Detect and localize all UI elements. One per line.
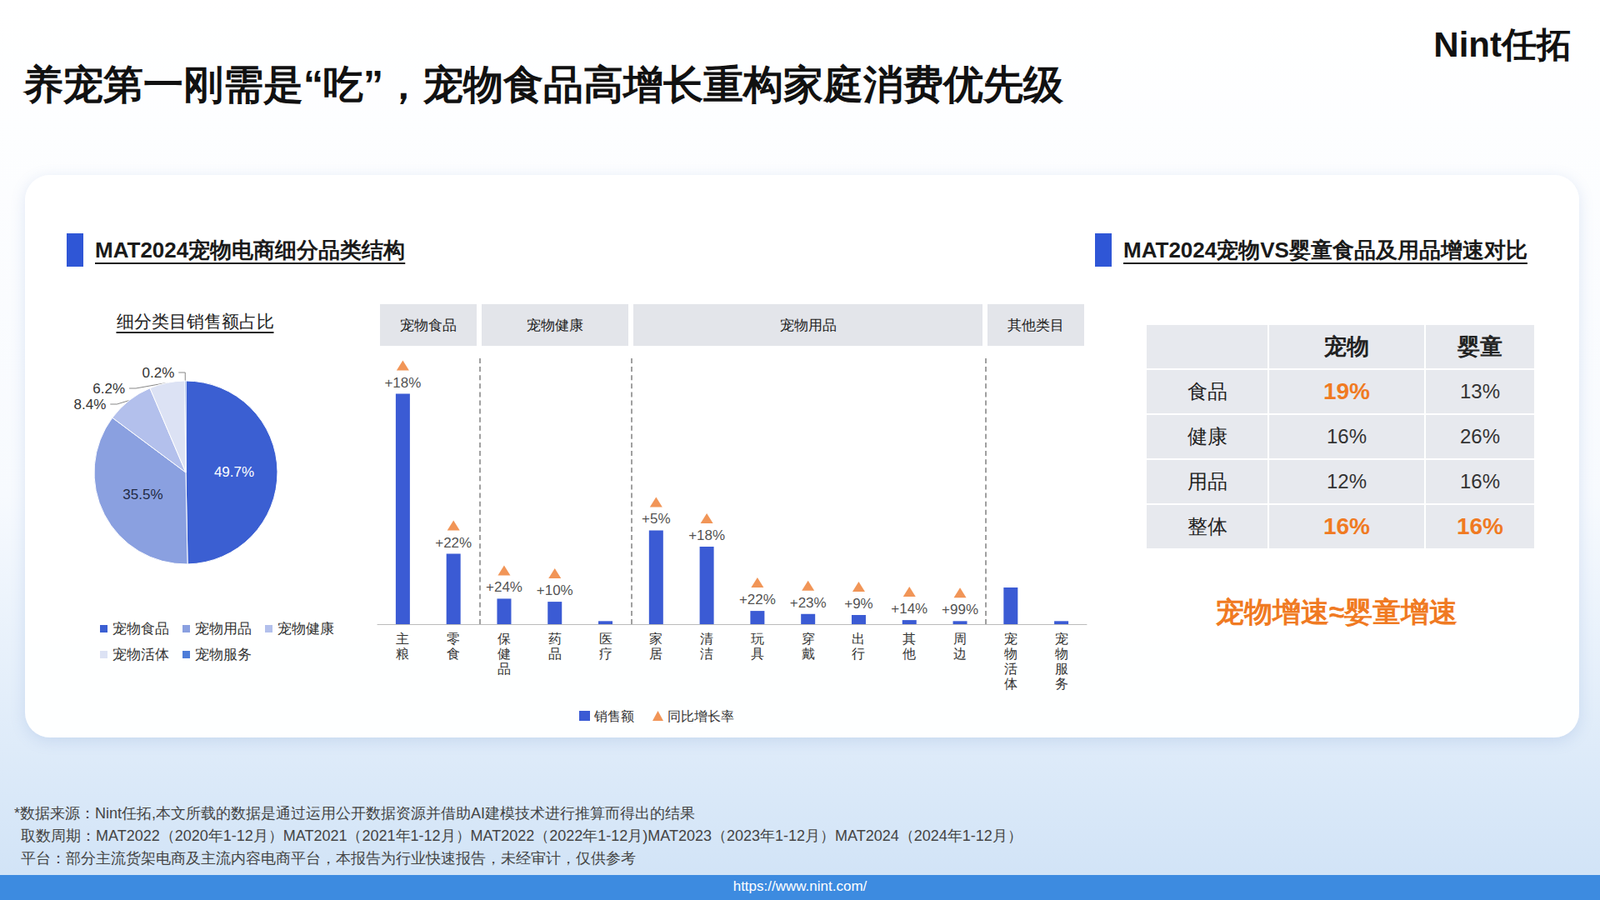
svg-text:35.5%: 35.5%	[122, 486, 163, 503]
svg-text:食: 食	[446, 646, 460, 661]
html-text:MAT2024宠物电商细分品类结构: MAT2024宠物电商细分品类结构	[95, 237, 406, 263]
svg-text:行: 行	[851, 646, 865, 661]
svg-text:零: 零	[446, 631, 460, 646]
html-text:婴童: 婴童	[1457, 334, 1503, 360]
html-text:19%: 19%	[1323, 378, 1370, 405]
svg-text:+14%: +14%	[890, 600, 928, 617]
html-text:整体: 整体	[1187, 515, 1228, 538]
svg-text:+24%: +24%	[485, 579, 523, 595]
svg-text:+22%: +22%	[435, 535, 472, 551]
svg-text:其: 其	[902, 631, 916, 646]
svg-text:49.7%: 49.7%	[214, 464, 255, 480]
svg-text:药: 药	[548, 631, 562, 646]
svg-text:务: 务	[1055, 676, 1069, 691]
html-text:宠物增速≈婴童增速: 宠物增速≈婴童增速	[1215, 595, 1458, 628]
html-text:16%: 16%	[1460, 470, 1500, 493]
svg-text:家: 家	[649, 631, 663, 646]
svg-text:穿: 穿	[801, 631, 815, 646]
svg-text:主: 主	[395, 631, 410, 646]
svg-text:宠物活体: 宠物活体	[112, 646, 170, 663]
svg-text:同比增长率: 同比增长率	[667, 709, 735, 724]
svg-text:医: 医	[599, 631, 613, 646]
html-text:健康: 健康	[1187, 425, 1228, 448]
html-text:13%: 13%	[1460, 380, 1500, 403]
svg-text:宠物食品: 宠物食品	[112, 620, 170, 637]
svg-text:具: 具	[750, 646, 765, 661]
svg-text:周: 周	[953, 631, 967, 646]
svg-text:疗: 疗	[599, 646, 613, 661]
html-text:其他类目: 其他类目	[1007, 317, 1065, 333]
svg-text:宠物服务: 宠物服务	[195, 646, 252, 663]
svg-text:物: 物	[1055, 646, 1069, 661]
html-text:16%: 16%	[1323, 513, 1370, 540]
svg-text:他: 他	[902, 646, 916, 661]
html-text:养宠第一刚需是“吃”，宠物食品高增长重构家庭消费优先级: 养宠第一刚需是“吃”，宠物食品高增长重构家庭消费优先级	[23, 62, 1064, 107]
svg-text:+23%: +23%	[790, 595, 827, 611]
html-text:取数周期：MAT2022（2020年1-12月）MAT202: 取数周期：MAT2022（2020年1-12月）MAT2021（2021年1-1…	[20, 827, 1023, 845]
svg-text:出: 出	[851, 631, 865, 646]
svg-text:+18%: +18%	[688, 527, 725, 544]
svg-text:戴: 戴	[801, 646, 815, 661]
svg-text:清: 清	[700, 631, 714, 646]
svg-text:健: 健	[497, 646, 511, 661]
svg-text:0.2%: 0.2%	[141, 365, 175, 381]
svg-text:洁: 洁	[700, 646, 714, 661]
html-text:16%: 16%	[1456, 513, 1504, 540]
html-text:16%: 16%	[1326, 425, 1367, 448]
svg-text:居: 居	[649, 646, 663, 661]
svg-text:宠物用品: 宠物用品	[195, 620, 252, 637]
svg-text:+18%: +18%	[384, 375, 421, 391]
html-text:用品: 用品	[1187, 470, 1228, 493]
html-text:宠物健康: 宠物健康	[526, 317, 584, 333]
html-text:MAT2024宠物VS婴童食品及用品增速对比: MAT2024宠物VS婴童食品及用品增速对比	[1123, 237, 1528, 263]
svg-text:宠物健康: 宠物健康	[277, 620, 335, 637]
svg-text:品: 品	[548, 646, 562, 661]
svg-text:+99%: +99%	[941, 601, 979, 618]
svg-text:宠: 宠	[1055, 631, 1069, 646]
svg-text:服: 服	[1055, 661, 1069, 676]
svg-text:6.2%: 6.2%	[92, 380, 125, 397]
svg-text:边: 边	[953, 646, 967, 661]
html-text:*数据来源：Nint任拓,本文所载的数据是通过运用公开数据资: *数据来源：Nint任拓,本文所载的数据是通过运用公开数据资源并借助AI建模技术…	[14, 805, 695, 822]
html-text:宠物用品: 宠物用品	[779, 317, 837, 333]
svg-text:体: 体	[1004, 676, 1018, 691]
html-text:https://www.nint.com/: https://www.nint.com/	[733, 878, 867, 895]
html-text:Nint任拓: Nint任拓	[1433, 25, 1572, 65]
svg-text:+9%: +9%	[844, 595, 874, 612]
svg-text:物: 物	[1004, 646, 1018, 661]
html-text:宠物食品: 宠物食品	[399, 317, 457, 333]
svg-text:+22%: +22%	[739, 591, 776, 608]
html-text:细分类目销售额占比: 细分类目销售额占比	[116, 311, 274, 331]
html-text:26%: 26%	[1460, 425, 1500, 448]
html-text:宠物: 宠物	[1324, 334, 1370, 360]
html-text:平台：部分主流货架电商及主流内容电商平台，本报告为行业快速报: 平台：部分主流货架电商及主流内容电商平台，本报告为行业快速报告，未经审计，仅供参…	[20, 850, 636, 867]
svg-text:保: 保	[497, 631, 511, 646]
svg-text:品: 品	[497, 661, 511, 676]
svg-text:粮: 粮	[395, 646, 410, 661]
svg-text:+5%: +5%	[641, 510, 671, 527]
svg-text:宠: 宠	[1004, 631, 1018, 646]
html-text:12%: 12%	[1326, 470, 1367, 493]
html-text:食品: 食品	[1187, 380, 1228, 403]
svg-text:活: 活	[1004, 661, 1018, 676]
svg-text:玩: 玩	[750, 631, 765, 646]
svg-text:8.4%: 8.4%	[74, 396, 107, 413]
svg-text:+10%: +10%	[536, 582, 574, 599]
svg-text:销售额: 销售额	[593, 709, 635, 724]
